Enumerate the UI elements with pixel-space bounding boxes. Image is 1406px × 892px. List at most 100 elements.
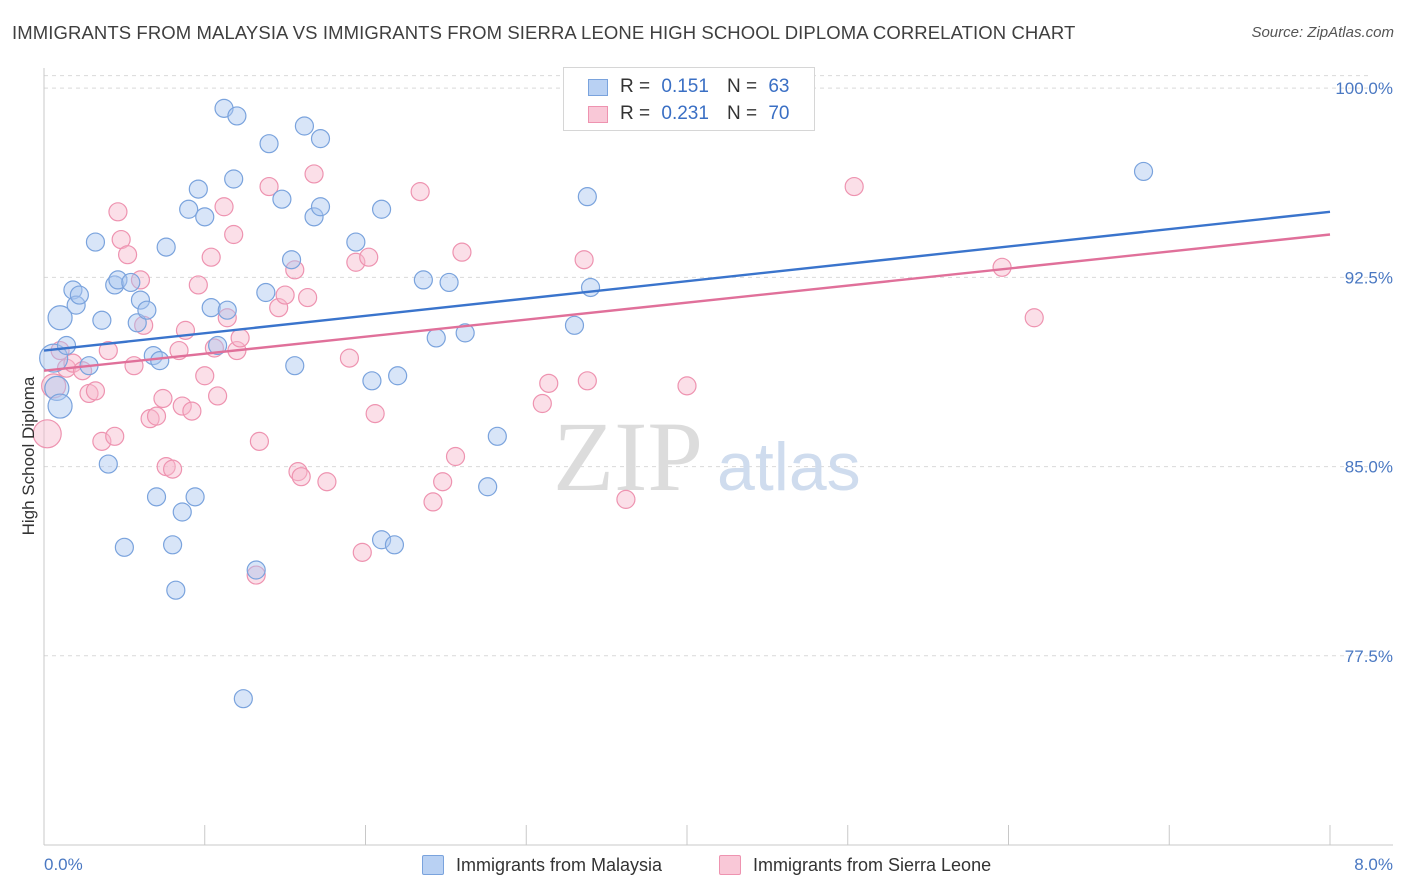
legend-r-value: 0.231 <box>661 103 709 124</box>
legend-r-label: R = <box>620 103 651 124</box>
data-point-sierra-leone <box>249 431 270 451</box>
data-point-malaysia <box>130 290 151 310</box>
source-credit: Source: ZipAtlas.com <box>1251 24 1394 41</box>
data-point-malaysia <box>92 310 112 330</box>
y-tick-label: 77.5% <box>1345 647 1393 666</box>
trend-line-malaysia <box>43 210 1331 352</box>
data-point-malaysia <box>114 537 134 557</box>
data-point-malaysia <box>85 232 106 252</box>
data-point-malaysia <box>310 197 331 217</box>
series-malaysia-points <box>39 98 1154 709</box>
legend-swatch-malaysia <box>588 78 608 96</box>
data-point-malaysia <box>362 371 382 391</box>
chart-title: IMMIGRANTS FROM MALAYSIA VS IMMIGRANTS F… <box>12 22 1076 43</box>
data-point-sierra-leone <box>539 373 559 393</box>
data-point-malaysia <box>127 313 147 333</box>
data-point-malaysia <box>413 270 433 290</box>
data-point-sierra-leone <box>182 401 202 421</box>
x-tick-label: 8.0% <box>1354 855 1393 874</box>
data-point-sierra-leone <box>574 250 594 270</box>
legend-swatch-sierra-leone <box>719 855 741 875</box>
data-point-malaysia <box>195 207 215 227</box>
legend-n-value: 70 <box>768 103 790 124</box>
data-point-malaysia <box>259 134 279 154</box>
legend-row-sierra-leone: R = 0.231 N = 70 <box>588 101 789 127</box>
data-point-malaysia <box>304 207 324 227</box>
data-point-malaysia <box>285 356 305 376</box>
data-point-malaysia <box>156 237 176 257</box>
data-point-sierra-leone <box>677 376 697 396</box>
legend-row-malaysia: R = 0.151 N = 63 <box>588 74 789 100</box>
data-point-sierra-leone <box>269 298 289 318</box>
data-point-sierra-leone <box>259 176 279 197</box>
data-point-malaysia <box>371 199 392 219</box>
data-point-malaysia <box>179 199 199 219</box>
y-tick-label: 100.0% <box>1335 79 1393 98</box>
data-point-malaysia <box>455 323 475 343</box>
data-point-malaysia <box>188 179 208 199</box>
tick-labels: 77.5% 85.0% 92.5% 100.0% 0.0% 8.0% <box>44 79 1393 874</box>
data-point-malaysia <box>47 305 73 331</box>
data-point-sierra-leone <box>117 245 138 265</box>
data-point-sierra-leone <box>433 472 453 492</box>
data-point-malaysia <box>580 277 601 298</box>
legend-n-value: 63 <box>768 76 790 97</box>
data-point-malaysia <box>577 187 597 207</box>
correlation-legend: R = 0.151 N = 63 R = 0.231 N = 70 <box>563 67 815 131</box>
legend-n-label: N = <box>726 103 758 124</box>
data-point-malaysia <box>185 487 205 507</box>
data-point-sierra-leone <box>105 426 125 446</box>
x-tick-label: 0.0% <box>44 855 83 874</box>
data-point-sierra-leone <box>201 247 221 267</box>
data-point-malaysia <box>310 129 331 149</box>
data-point-sierra-leone <box>214 197 234 217</box>
trend-line-sierra-leone <box>43 233 1331 372</box>
data-point-sierra-leone <box>146 406 167 426</box>
data-point-malaysia <box>346 232 366 252</box>
legend-item-malaysia[interactable]: Immigrants from Malaysia <box>422 852 662 878</box>
y-axis-label: High School Diploma <box>19 376 38 535</box>
data-point-sierra-leone <box>32 419 62 449</box>
data-point-sierra-leone <box>163 459 183 479</box>
data-point-malaysia <box>121 272 141 293</box>
data-point-sierra-leone <box>992 257 1012 277</box>
legend-item-sierra-leone[interactable]: Immigrants from Sierra Leone <box>719 852 991 878</box>
data-point-sierra-leone <box>275 285 295 305</box>
data-point-malaysia <box>439 272 459 293</box>
data-point-sierra-leone <box>452 242 472 262</box>
data-point-sierra-leone <box>359 247 379 267</box>
data-point-malaysia <box>208 335 228 356</box>
data-point-malaysia <box>56 335 77 356</box>
data-point-sierra-leone <box>844 176 864 197</box>
data-point-malaysia <box>163 535 183 555</box>
data-point-sierra-leone <box>423 492 443 512</box>
data-point-malaysia <box>272 189 292 209</box>
data-point-sierra-leone <box>92 431 112 451</box>
data-point-sierra-leone <box>298 287 318 308</box>
data-point-malaysia <box>201 298 221 318</box>
data-point-malaysia <box>1133 161 1154 182</box>
data-point-malaysia <box>137 300 157 320</box>
legend-swatch-sierra-leone <box>588 105 608 123</box>
data-point-sierra-leone <box>291 467 311 487</box>
axes <box>43 68 1393 846</box>
watermark-atlas: atlas <box>717 429 861 505</box>
data-point-malaysia <box>371 530 392 550</box>
data-point-malaysia <box>146 487 167 507</box>
legend-r-label: R = <box>620 76 651 97</box>
legend-r-value: 0.151 <box>661 76 709 97</box>
data-point-malaysia <box>384 535 405 555</box>
data-point-sierra-leone <box>98 340 118 361</box>
data-point-sierra-leone <box>365 404 385 424</box>
data-point-sierra-leone <box>224 224 244 245</box>
data-point-sierra-leone <box>1024 308 1044 328</box>
data-point-sierra-leone <box>410 182 430 202</box>
y-tick-label: 85.0% <box>1345 458 1393 477</box>
data-point-malaysia <box>150 351 170 371</box>
grid-lines <box>44 75 1370 657</box>
data-point-malaysia <box>217 300 237 320</box>
data-point-malaysia <box>233 689 253 709</box>
data-point-malaysia <box>281 250 302 270</box>
data-point-malaysia <box>63 280 83 300</box>
